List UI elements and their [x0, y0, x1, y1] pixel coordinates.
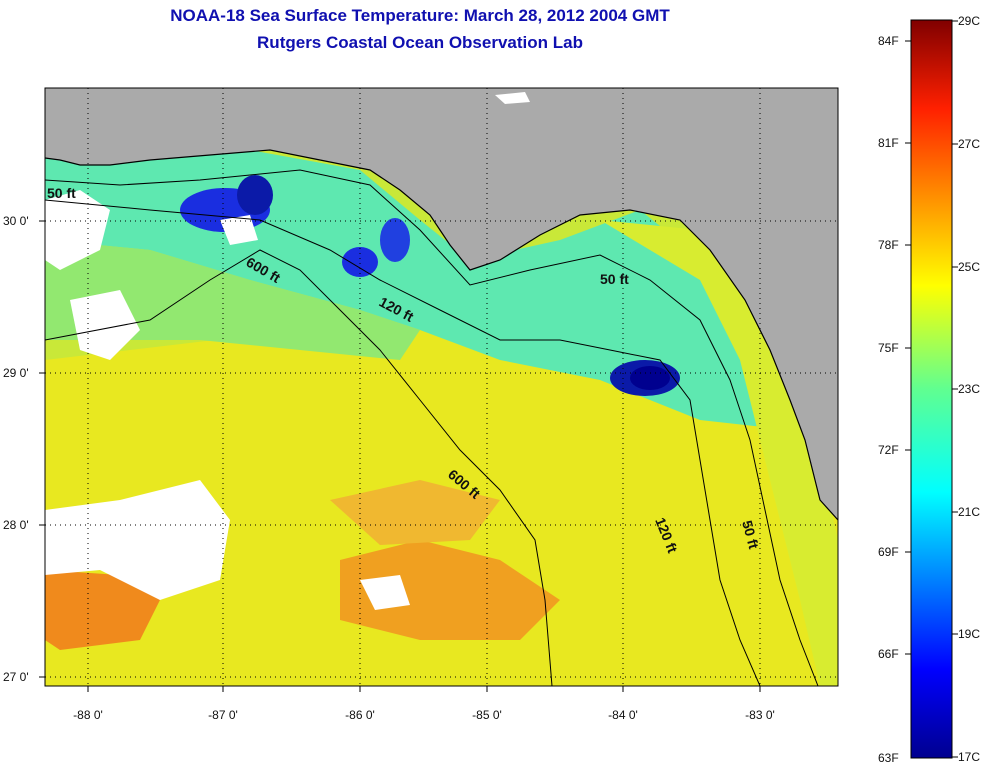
colorbar-f-label: 84F: [878, 34, 899, 48]
y-tick-label: 27 0': [3, 670, 29, 684]
y-tick-label: 28 0': [3, 518, 29, 532]
contour-600ft: [45, 249, 553, 686]
contour-50ft: [45, 169, 819, 686]
map-title: NOAA-18 Sea Surface Temperature: March 2…: [170, 6, 670, 25]
plot-frame: [44, 87, 839, 687]
x-tick-label: -88 0': [73, 708, 103, 722]
x-tick-label: -84 0': [608, 708, 638, 722]
y-tick-label: 29 0': [3, 366, 29, 380]
cloud-southwest: [45, 480, 230, 600]
colorbar-f-label: 78F: [878, 238, 899, 252]
y-tick-label: 30 0': [3, 214, 29, 228]
colorbar: [910, 19, 953, 759]
x-tick-label: -85 0': [472, 708, 502, 722]
axis-ticks: [39, 220, 761, 692]
colorbar-c-label: 19C: [958, 627, 980, 641]
cloud-south: [360, 575, 410, 610]
inland-cloud: [495, 92, 530, 104]
contour-label-50ft-east: 50 ft: [600, 271, 629, 287]
x-tick-label: -87 0': [208, 708, 238, 722]
x-tick-label: -86 0': [345, 708, 375, 722]
x-tick-label: -83 0': [745, 708, 775, 722]
colorbar-f-label: 63F: [878, 751, 899, 765]
colorbar-f-label: 66F: [878, 647, 899, 661]
colorbar-c-label: 17C: [958, 750, 980, 764]
eastern-coastal-strip: [600, 220, 838, 686]
orange-patch-west: [45, 570, 160, 650]
cold-spot-center-east: [380, 218, 410, 262]
contour-label-50ft-west: 50 ft: [47, 185, 76, 201]
colorbar-f-label: 69F: [878, 545, 899, 559]
contour-120ft: [45, 199, 761, 686]
land-mass: [45, 88, 838, 520]
colorbar-ticks: [905, 20, 958, 758]
colorbar-f-label: 81F: [878, 136, 899, 150]
graticule: [45, 88, 838, 686]
coastline: [45, 149, 838, 521]
colorbar-c-label: 25C: [958, 260, 980, 274]
cold-spot-east-core: [630, 366, 670, 390]
cloud-west: [70, 290, 140, 360]
colorbar-c-label: 29C: [958, 14, 980, 28]
orange-patch-north: [330, 480, 500, 545]
colorbar-c-label: 21C: [958, 505, 980, 519]
colorbar-f-label: 72F: [878, 443, 899, 457]
sst-field: [45, 88, 838, 686]
colorbar-f-label: 75F: [878, 341, 899, 355]
colorbar-c-label: 27C: [958, 137, 980, 151]
cloud-northwest: [45, 190, 110, 270]
contour-label-50ft-south: 50 ft: [739, 519, 762, 551]
cold-spot-west-core: [237, 175, 273, 215]
cold-spot-center: [342, 247, 378, 277]
cloud-coast: [220, 215, 258, 245]
colorbar-c-label: 23C: [958, 382, 980, 396]
orange-patch-center: [340, 540, 560, 640]
map-subtitle: Rutgers Coastal Ocean Observation Lab: [257, 33, 583, 52]
